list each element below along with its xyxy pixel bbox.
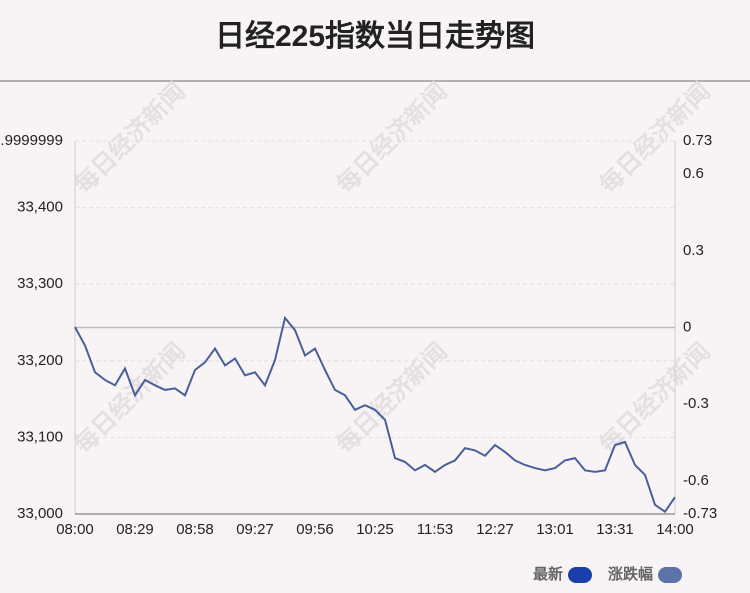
watermark: 每日经济新闻 [68, 77, 190, 199]
y-tick-label: 33,200 [17, 352, 63, 369]
x-tick-label: 09:56 [296, 521, 334, 538]
y-tick-label: 33,100 [17, 428, 63, 445]
watermarks: 每日经济新闻 每日经济新闻 每日经济新闻 每日经济新闻 每日经济新闻 每日经济新… [68, 77, 715, 459]
y-tick-label: 33,000 [17, 505, 63, 522]
y2-tick-label: 0.6 [683, 165, 704, 182]
legend-swatch [568, 567, 593, 583]
x-tick-label: 12:27 [476, 521, 514, 538]
y2-tick-label: -0.3 [683, 395, 709, 412]
y2-tick-label: -0.6 [683, 472, 709, 489]
watermark: 每日经济新闻 [68, 337, 190, 459]
chart-title: 日经225指数当日走势图 [215, 19, 535, 53]
price-line [74, 315, 676, 514]
x-tick-label: 13:31 [596, 521, 634, 538]
x-tick-label: 10:25 [356, 521, 394, 538]
x-tick-label: 14:00 [656, 521, 694, 538]
y-tick-label: 33486.9999999 [0, 132, 63, 149]
legend-swatch [658, 567, 683, 583]
x-tick-label: 09:27 [236, 521, 274, 538]
legend-label: 最新 [533, 565, 563, 583]
legend-label: 涨跌幅 [608, 565, 653, 583]
y2-tick-label: -0.73 [683, 505, 717, 522]
x-tick-label: 08:00 [56, 521, 94, 538]
y2-tick-label: 0.3 [683, 242, 704, 259]
y-tick-label: 33,400 [17, 199, 63, 216]
y-tick-label: 33,300 [17, 275, 63, 292]
watermark: 每日经济新闻 [330, 77, 452, 199]
x-tick-label: 08:58 [176, 521, 214, 538]
y2-tick-label: 0 [683, 318, 691, 335]
watermark: 每日经济新闻 [330, 337, 452, 459]
x-tick-label: 08:29 [116, 521, 154, 538]
y2-tick-label: 0.73 [683, 132, 712, 149]
x-tick-label: 13:01 [536, 521, 574, 538]
x-tick-label: 11:53 [417, 521, 453, 538]
